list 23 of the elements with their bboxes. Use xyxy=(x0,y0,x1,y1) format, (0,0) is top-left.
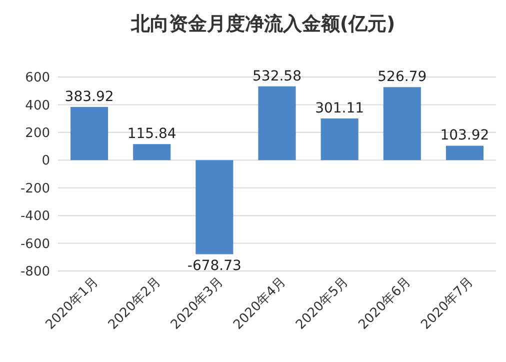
bar xyxy=(70,106,108,160)
y-tick-label: 600 xyxy=(25,70,50,86)
data-label: 526.79 xyxy=(378,69,427,86)
chart-title: 北向资金月度净流入金额(亿元) xyxy=(130,13,396,35)
bar xyxy=(258,86,296,160)
data-label: 383.92 xyxy=(64,88,114,105)
data-label: 115.84 xyxy=(127,126,176,142)
bar xyxy=(383,87,421,160)
bar xyxy=(196,160,234,254)
bar xyxy=(446,146,484,160)
bar xyxy=(133,144,171,160)
y-tick-label: 200 xyxy=(25,126,50,141)
y-tick-label: 0 xyxy=(42,154,50,169)
data-label: 301.11 xyxy=(315,100,364,116)
y-tick-label: -600 xyxy=(20,236,50,252)
bar xyxy=(320,118,358,160)
y-tick-label: -800 xyxy=(20,264,50,280)
data-label: -678.73 xyxy=(187,258,242,274)
data-label: 532.58 xyxy=(252,68,302,84)
y-tick-label: 400 xyxy=(25,98,50,114)
data-label: 103.92 xyxy=(440,128,490,144)
y-tick-label: -400 xyxy=(20,209,50,224)
y-tick-label: -200 xyxy=(20,181,50,196)
